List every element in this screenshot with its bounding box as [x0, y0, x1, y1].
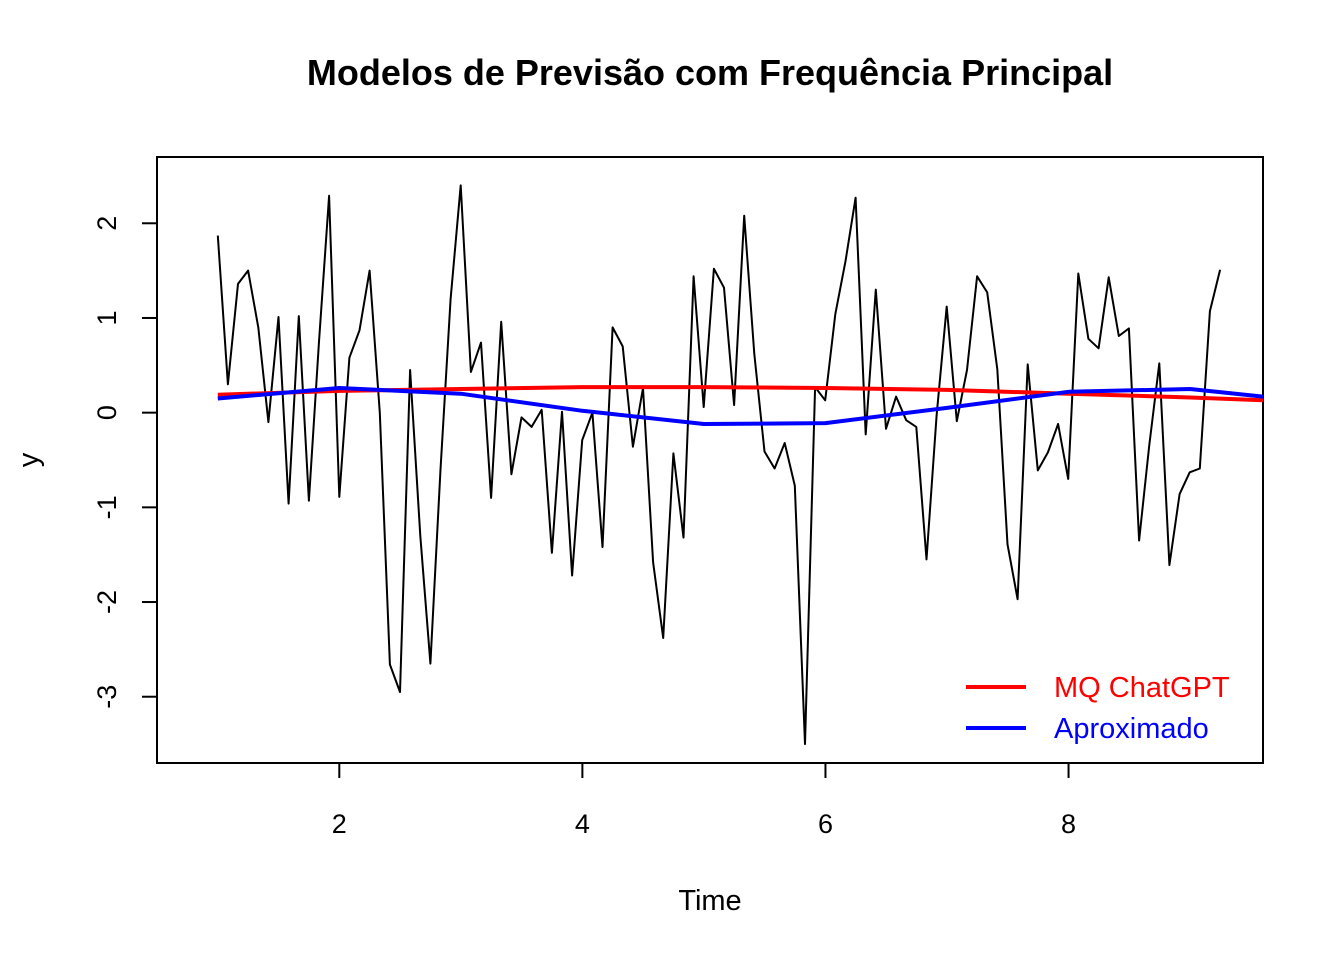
legend-label-aproximado: Aproximado: [1054, 713, 1209, 745]
y-tick-label: -1: [92, 495, 122, 519]
x-axis-label: Time: [678, 885, 741, 917]
series-line-observed: [216, 184, 1222, 746]
y-axis-label: y: [13, 452, 45, 467]
y-tick-label: 0: [92, 405, 122, 420]
legend-label-mq-chatgpt: MQ ChatGPT: [1054, 672, 1230, 704]
x-tick-label: 4: [575, 809, 590, 839]
y-tick-label: -3: [92, 685, 122, 709]
y-tick-label: 1: [92, 310, 122, 325]
x-tick-label: 6: [818, 809, 833, 839]
chart-title: Modelos de Previsão com Frequência Princ…: [306, 52, 1114, 93]
series-line-aproximado: [217, 386, 1264, 426]
x-axis: 2 4 6 8: [332, 762, 1076, 839]
y-axis: -3 -2 -1 0 1 2: [92, 216, 158, 709]
x-tick-label: 8: [1061, 809, 1076, 839]
legend: MQ ChatGPT Aproximado: [966, 672, 1230, 745]
x-tick-label: 2: [332, 809, 347, 839]
y-tick-label: 2: [92, 216, 122, 231]
series-layer: [216, 184, 1264, 746]
y-tick-label: -2: [92, 590, 122, 614]
